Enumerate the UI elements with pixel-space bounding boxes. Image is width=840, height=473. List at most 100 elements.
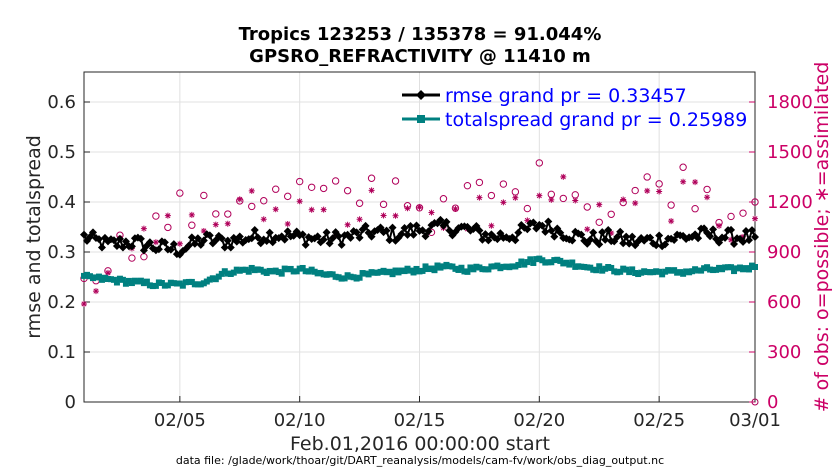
rmse-marker xyxy=(205,231,214,240)
rmse-marker xyxy=(325,239,334,248)
rmse-marker xyxy=(265,228,274,237)
possible-obs-marker xyxy=(439,195,448,203)
rmse-marker xyxy=(334,232,343,241)
rmse-marker xyxy=(190,239,199,248)
assimilated-obs-marker xyxy=(452,205,459,212)
possible-obs-marker xyxy=(212,210,220,218)
spread-marker xyxy=(593,267,600,274)
rmse-marker xyxy=(319,235,328,244)
y2-tick-label: 1500 xyxy=(767,142,813,163)
rmse-marker xyxy=(253,233,262,242)
rmse-marker xyxy=(301,240,310,249)
rmse-marker xyxy=(226,243,235,252)
possible-obs-marker xyxy=(727,212,735,221)
assimilated-obs-marker xyxy=(164,212,171,219)
y-tick-label: 0 xyxy=(65,392,76,413)
rmse-marker xyxy=(505,234,514,243)
x-tick-label: 02/25 xyxy=(633,410,685,431)
assimilated-obs-marker xyxy=(416,204,423,211)
rmse-marker xyxy=(475,226,484,235)
rmse-marker xyxy=(523,225,532,234)
rmse-marker xyxy=(169,240,178,249)
possible-obs-marker xyxy=(188,221,196,229)
rmse-marker xyxy=(601,235,610,244)
rmse-marker xyxy=(112,241,121,250)
assimilated-obs-marker xyxy=(476,194,483,201)
spread-marker xyxy=(431,267,438,274)
rmse-marker xyxy=(328,234,337,243)
assimilated-obs-marker xyxy=(428,209,435,216)
rmse-marker xyxy=(94,235,103,244)
y2-tick-label: 1800 xyxy=(767,92,813,113)
assimilated-obs-marker xyxy=(272,206,279,213)
possible-obs-marker xyxy=(571,191,579,199)
spread-marker xyxy=(515,261,522,268)
rmse-marker xyxy=(556,228,565,237)
rmse-marker xyxy=(568,236,577,245)
assimilated-obs-marker xyxy=(284,220,291,227)
rmse-marker xyxy=(262,236,271,245)
rmse-marker xyxy=(250,226,259,235)
legend-rmse-label: rmse grand pr = 0.33457 xyxy=(445,85,687,107)
spread-marker xyxy=(527,256,534,263)
rmse-marker xyxy=(367,232,376,241)
assimilated-obs-marker xyxy=(224,220,231,227)
rmse-marker xyxy=(355,233,364,242)
rmse-marker xyxy=(709,225,718,234)
assimilated-obs-marker xyxy=(644,187,651,194)
spread-marker xyxy=(143,278,150,285)
rmse-marker xyxy=(514,228,523,237)
assimilated-obs-marker xyxy=(308,206,315,213)
spread-marker xyxy=(410,269,417,276)
rmse-marker xyxy=(118,243,127,252)
rmse-marker xyxy=(538,221,547,230)
spread-marker xyxy=(245,268,252,275)
assimilated-obs-marker xyxy=(104,269,111,276)
possible-obs-marker xyxy=(583,203,591,211)
possible-obs-marker xyxy=(272,185,280,193)
rmse-marker xyxy=(409,230,418,239)
rmse-marker xyxy=(184,241,193,250)
rmse-marker xyxy=(628,232,637,241)
rmse-marker xyxy=(619,239,628,248)
legend-rmse-marker xyxy=(416,90,426,100)
assimilated-obs-marker xyxy=(320,206,327,213)
rmse-marker xyxy=(346,233,355,242)
possible-obs-marker xyxy=(391,177,400,185)
rmse-marker xyxy=(298,230,307,239)
assimilated-obs-marker xyxy=(752,215,758,222)
spread-marker xyxy=(356,274,363,281)
possible-obs-marker xyxy=(523,204,532,213)
assimilated-obs-marker xyxy=(680,178,687,185)
assimilated-obs-marker xyxy=(380,212,387,219)
x-tick-label: 03/01 xyxy=(729,410,781,431)
series-lines xyxy=(80,215,759,290)
possible-obs-marker xyxy=(475,178,484,187)
spread-marker xyxy=(152,282,159,289)
y-tick-label: 0.4 xyxy=(47,192,76,213)
assimilated-obs-marker xyxy=(704,194,711,201)
rmse-marker xyxy=(586,235,595,244)
rmse-marker xyxy=(136,234,145,243)
possible-obs-marker xyxy=(128,254,136,262)
assimilated-obs-marker xyxy=(716,222,723,229)
spread-marker xyxy=(596,263,603,270)
possible-obs-marker xyxy=(355,199,364,207)
possible-obs-marker xyxy=(319,184,328,193)
rmse-marker xyxy=(481,230,490,239)
possible-obs-marker xyxy=(595,218,603,226)
rmse-marker xyxy=(127,242,136,251)
legend-spread-label: totalspread grand pr = 0.25989 xyxy=(445,109,747,131)
rmse-marker xyxy=(604,226,613,235)
possible-obs-marker xyxy=(739,209,747,217)
assimilated-obs-marker xyxy=(248,187,255,194)
possible-obs-marker xyxy=(152,212,160,220)
possible-obs-marker xyxy=(307,183,316,191)
x-tick-label: 02/15 xyxy=(394,410,446,431)
spread-marker xyxy=(728,264,735,271)
rmse-marker xyxy=(313,232,322,241)
rmse-marker xyxy=(751,233,759,241)
possible-obs-marker xyxy=(511,188,520,196)
possible-obs-marker xyxy=(176,189,184,197)
